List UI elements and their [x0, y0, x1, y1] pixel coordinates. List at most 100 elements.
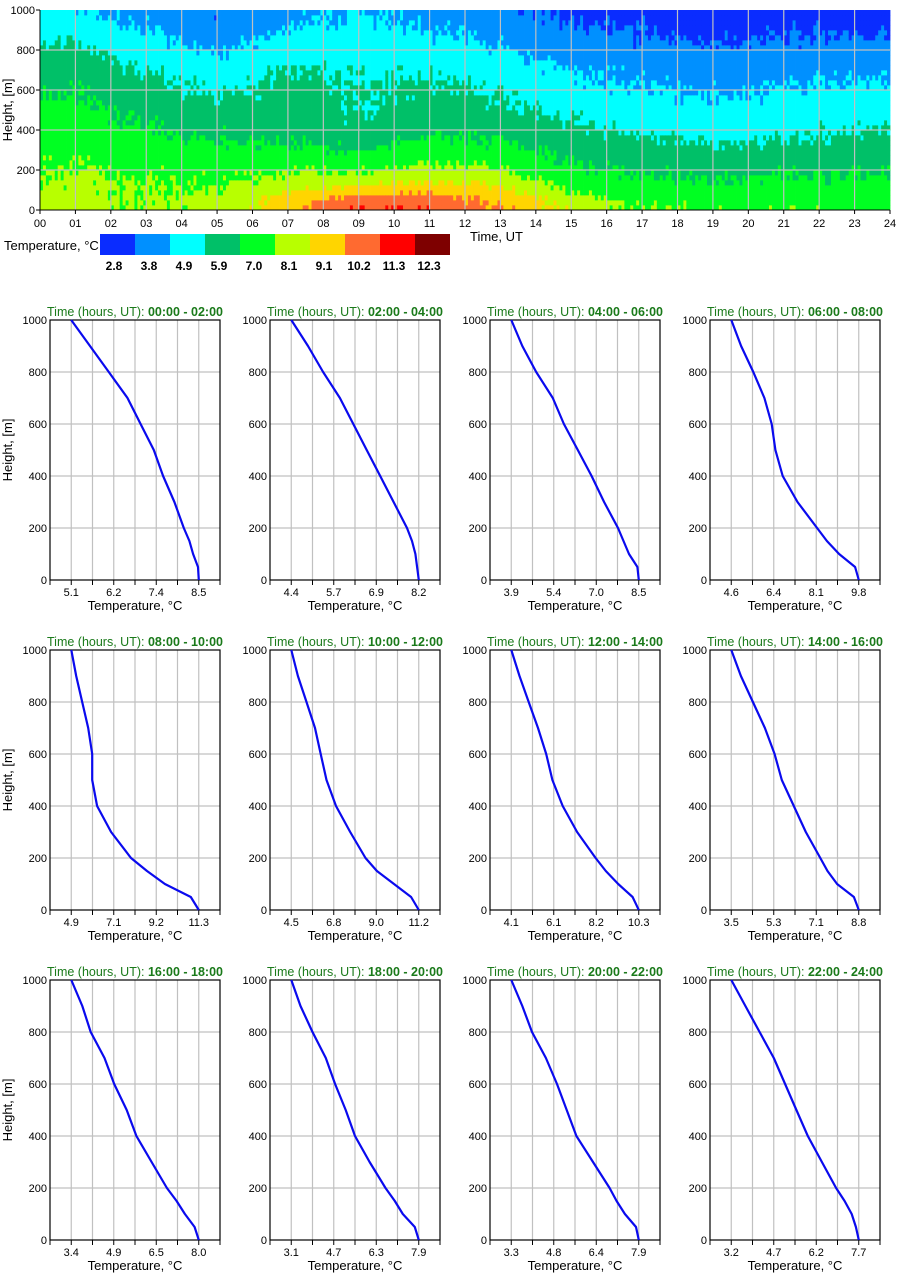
heatmap-cell: [184, 30, 188, 36]
heatmap-cell: [279, 90, 283, 96]
heatmap-cell: [273, 125, 277, 131]
heatmap-cell: [405, 190, 410, 196]
heatmap-cell: [249, 175, 253, 181]
heatmap-cell: [175, 60, 180, 66]
heatmap-cell: [302, 175, 307, 181]
heatmap-cell: [128, 35, 132, 41]
heatmap-cell: [364, 45, 368, 51]
heatmap-cell: [48, 20, 53, 26]
heatmap-cell: [196, 185, 200, 191]
heatmap-cell: [296, 130, 301, 136]
heatmap-cell: [101, 170, 106, 176]
heatmap-cell: [276, 55, 280, 61]
heatmap-cell: [264, 205, 268, 211]
heatmap-cell: [205, 95, 209, 101]
heatmap-cell: [75, 125, 79, 131]
heatmap-cell: [166, 110, 171, 116]
heatmap-cell: [169, 205, 174, 211]
heatmap-cell: [84, 150, 88, 156]
heatmap-cell: [196, 130, 200, 136]
heatmap-cell: [388, 115, 392, 121]
heatmap-cell: [346, 115, 351, 121]
heatmap-cell: [184, 140, 188, 146]
heatmap-cell: [166, 175, 171, 181]
heatmap-cell: [231, 100, 236, 106]
heatmap-cell: [96, 30, 100, 36]
heatmap-cell: [273, 120, 277, 126]
heatmap-cell: [54, 15, 59, 21]
heatmap-cell: [152, 85, 156, 91]
heatmap-cell: [181, 205, 186, 211]
heatmap-cell: [332, 170, 336, 176]
heatmap-cell: [299, 150, 304, 156]
heatmap-cell: [240, 15, 245, 21]
heatmap-cell: [382, 100, 386, 106]
heatmap-cell: [60, 190, 65, 196]
heatmap-cell: [249, 90, 253, 96]
heatmap-cell: [367, 100, 371, 106]
heatmap-cell: [214, 10, 218, 16]
heatmap-cell: [222, 75, 227, 81]
heatmap-cell: [358, 145, 363, 151]
heatmap-cell: [214, 110, 218, 116]
heatmap-cell: [385, 60, 389, 66]
heatmap-cell: [231, 10, 236, 16]
heatmap-cell: [237, 35, 242, 41]
heatmap-cell: [320, 60, 324, 66]
heatmap-cell: [93, 70, 97, 76]
heatmap-cell: [202, 165, 206, 171]
heatmap-cell: [349, 130, 354, 136]
heatmap-cell: [349, 135, 354, 141]
heatmap-cell: [397, 130, 401, 136]
heatmap-cell: [90, 115, 94, 121]
heatmap-cell: [258, 90, 262, 96]
heatmap-cell: [116, 205, 121, 211]
heatmap-cell: [202, 105, 206, 111]
heatmap-cell: [205, 155, 209, 161]
heatmap-cell: [93, 110, 97, 116]
heatmap-cell: [113, 75, 118, 81]
heatmap-cell: [214, 95, 218, 101]
heatmap-cell: [370, 205, 374, 211]
heatmap-cell: [172, 125, 177, 131]
heatmap-cell: [63, 110, 67, 116]
heatmap-cell: [332, 45, 336, 51]
heatmap-cell: [323, 35, 327, 41]
heatmap-cell: [228, 165, 233, 171]
heatmap-cell: [175, 205, 180, 211]
heatmap-cell: [403, 10, 407, 16]
heatmap-cell: [146, 40, 150, 46]
heatmap-cell: [237, 70, 242, 76]
heatmap-cell: [332, 110, 336, 116]
heatmap-cell: [208, 130, 212, 136]
heatmap-cell: [364, 170, 368, 176]
heatmap-cell: [51, 140, 56, 146]
heatmap-cell: [45, 115, 50, 121]
heatmap-cell: [78, 130, 82, 136]
heatmap-cell: [158, 160, 162, 166]
heatmap-cell: [338, 120, 342, 126]
heatmap-cell: [379, 110, 383, 116]
heatmap-cell: [63, 70, 67, 76]
heatmap-cell: [225, 150, 230, 156]
heatmap-cell: [190, 125, 194, 131]
heatmap-cell: [376, 195, 380, 201]
heatmap-cell: [397, 35, 401, 41]
heatmap-cell: [394, 105, 398, 111]
heatmap-cell: [237, 205, 242, 211]
heatmap-cell: [394, 175, 398, 181]
heatmap-cell: [405, 130, 410, 136]
heatmap-cell: [264, 160, 268, 166]
heatmap-cell: [107, 65, 112, 71]
heatmap-cell: [397, 120, 401, 126]
heatmap-cell: [134, 190, 138, 196]
heatmap-cell: [385, 120, 389, 126]
heatmap-cell: [184, 80, 188, 86]
heatmap-cell: [358, 55, 363, 61]
heatmap-cell: [113, 165, 118, 171]
heatmap-cell: [364, 150, 368, 156]
heatmap-cell: [155, 95, 159, 101]
heatmap-cell: [382, 130, 386, 136]
heatmap-cell: [267, 170, 271, 176]
heatmap-cell: [343, 100, 348, 106]
